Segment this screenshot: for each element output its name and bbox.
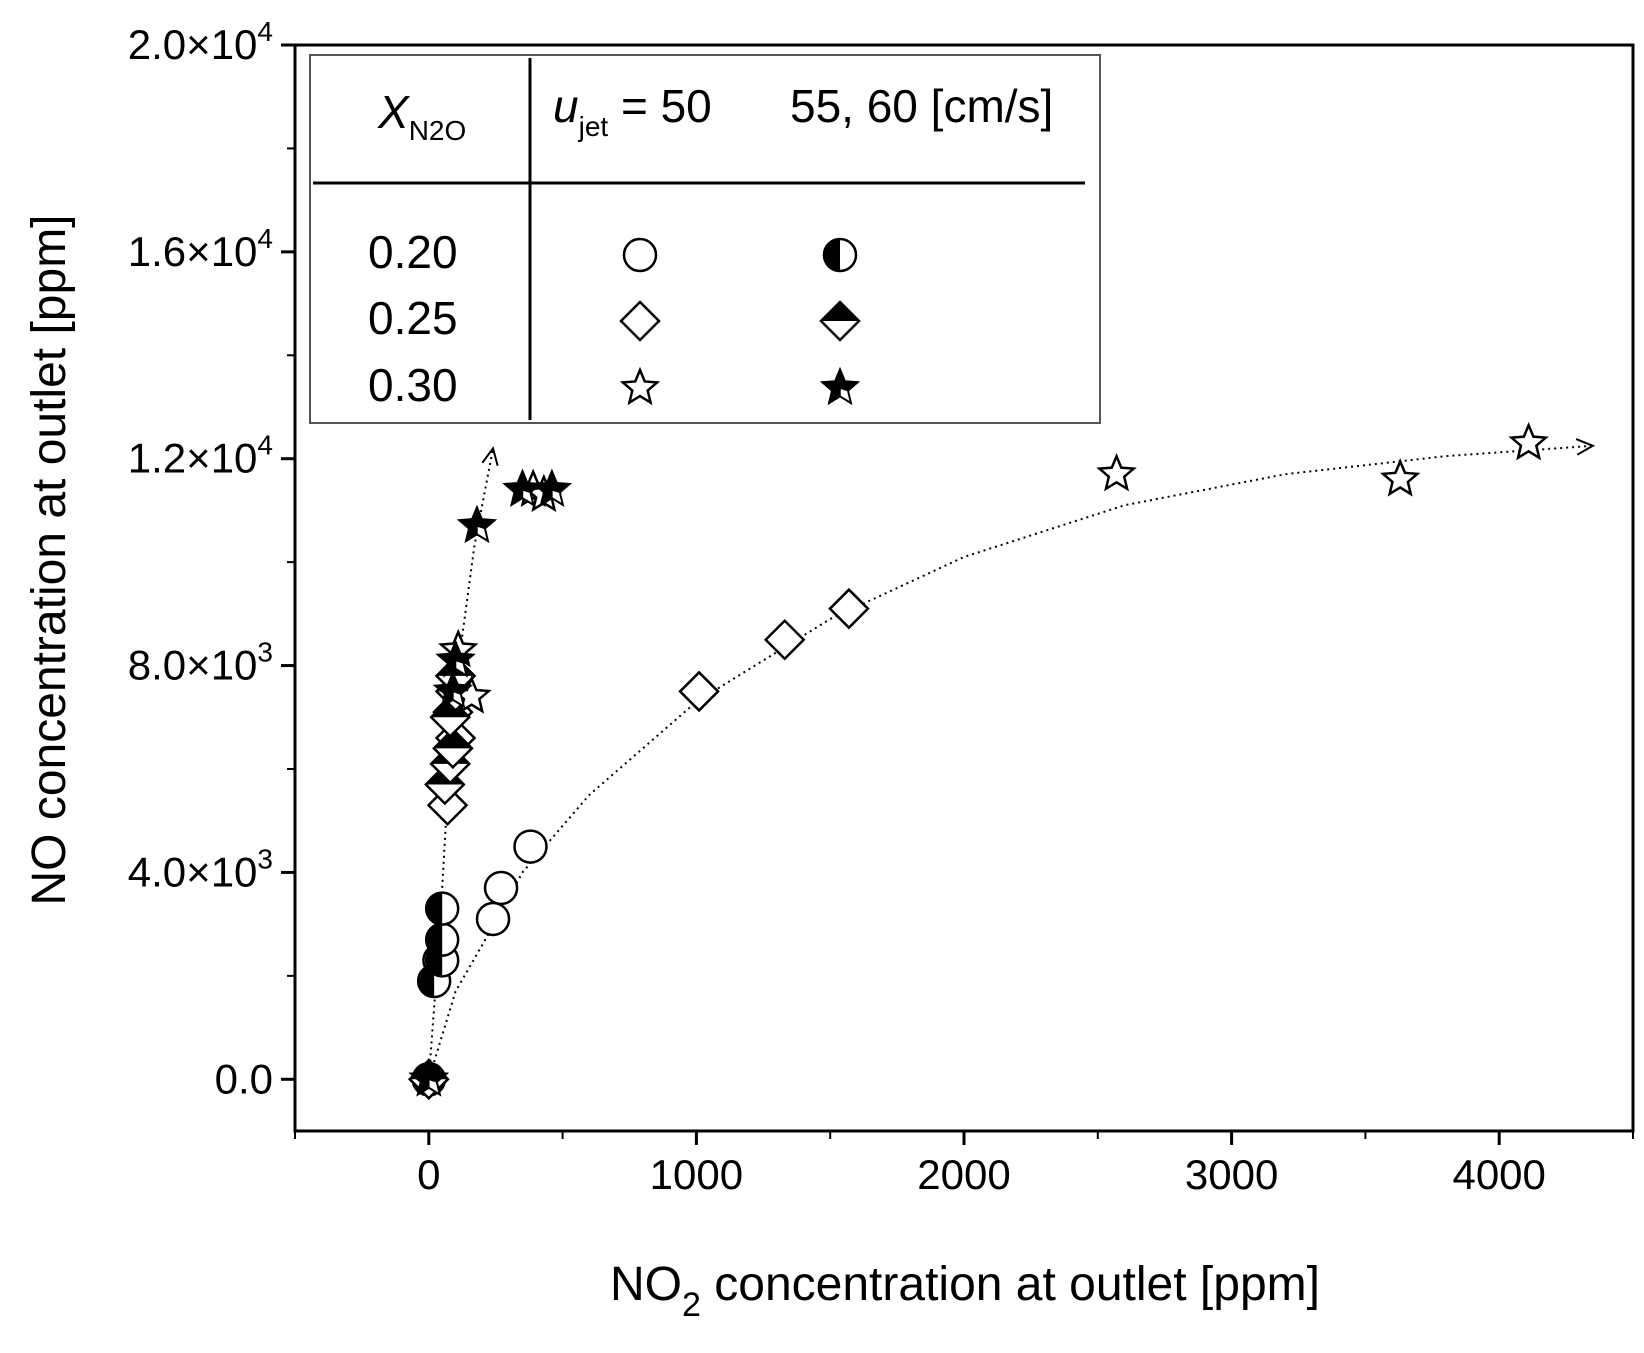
marker-fill <box>476 524 489 543</box>
marker-fill <box>839 386 852 405</box>
x-tick-label: 2000 <box>917 1151 1010 1198</box>
data-markers <box>408 421 1549 1101</box>
marker-fill <box>433 729 472 749</box>
data-point-star <box>1096 452 1137 492</box>
data-point-diamond <box>828 587 870 630</box>
marker-shape <box>619 300 661 342</box>
x-tick-label: 3000 <box>1185 1151 1278 1198</box>
data-point-star <box>1508 421 1549 461</box>
marker-fill <box>824 239 840 271</box>
axis-ticks: 0 1000 2000 3000 4000 0.0 4.0×103 8.0×103 1.2×10… <box>128 16 1634 1198</box>
y-tick-label: 1.6×104 <box>128 223 273 275</box>
y-tick-label: 4.0×103 <box>128 843 273 895</box>
legend-header-x: XN2O <box>377 86 466 146</box>
y-tick-label: 0.0 <box>215 1055 273 1102</box>
marker-shape <box>622 237 658 273</box>
x-tick-label: 0 <box>417 1151 440 1198</box>
legend-marker-open <box>619 300 661 342</box>
marker-shape <box>619 366 661 406</box>
data-point-star <box>456 504 498 544</box>
data-point-star <box>1379 458 1421 497</box>
marker-shape <box>1096 452 1137 492</box>
marker-fill <box>452 690 465 708</box>
data-point-circle <box>424 891 460 926</box>
legend-markers <box>619 237 861 406</box>
legend-row-label-020: 0.20 <box>368 226 458 278</box>
marker-shape <box>475 901 511 937</box>
marker-shape <box>678 670 720 713</box>
data-point-diamond <box>432 727 474 770</box>
marker-fill <box>426 892 443 925</box>
data-point-circle <box>483 870 519 906</box>
legend-marker-filled <box>819 366 861 406</box>
marker-fill <box>418 965 435 998</box>
data-point-star <box>531 468 573 507</box>
marker-shape <box>763 618 806 661</box>
legend-marker-open <box>619 366 661 406</box>
marker-shape <box>1379 458 1421 497</box>
y-tick-label: 8.0×103 <box>128 637 273 689</box>
marker-fill <box>821 302 859 321</box>
marker-shape <box>483 870 519 906</box>
legend-frame <box>309 54 1101 424</box>
data-point-star <box>435 639 476 678</box>
data-point-diamond <box>763 618 806 661</box>
data-point-star <box>408 1058 450 1097</box>
legend: XN2O ujet = 50 55, 60 [cm/s] 0.20 0.25 0… <box>309 54 1101 424</box>
data-point-circle <box>475 901 511 937</box>
legend-marker-filled <box>822 237 858 273</box>
marker-fill <box>426 923 443 956</box>
data-point-diamond <box>678 670 720 713</box>
marker-shape <box>513 829 548 864</box>
legend-header-ujet: ujet = 50 <box>553 80 712 142</box>
marker-shape <box>828 587 870 630</box>
y-axis-title: NO concentration at outlet [ppm] <box>23 214 76 905</box>
legend-row-label-025: 0.25 <box>368 292 458 344</box>
trend-arrowhead <box>1575 438 1596 456</box>
y-tick-label: 1.2×104 <box>128 430 273 482</box>
marker-fill <box>454 659 468 677</box>
data-point-star <box>432 670 474 709</box>
data-point-circle <box>424 922 460 957</box>
data-point-circle <box>513 829 548 864</box>
legend-row-label-030: 0.30 <box>368 359 458 411</box>
marker-fill <box>521 488 535 506</box>
legend-header-ujet-2: 55, 60 [cm/s] <box>790 80 1053 132</box>
legend-marker-filled <box>819 300 861 342</box>
y-tick-label: 2.0×104 <box>128 16 273 68</box>
x-tick-label: 1000 <box>650 1151 743 1198</box>
x-axis-title: NO2 concentration at outlet [ppm] <box>610 1258 1320 1324</box>
trend-arrowhead <box>481 446 499 467</box>
x-tick-label: 4000 <box>1452 1151 1545 1198</box>
marker-fill <box>428 1078 441 1096</box>
data-point-circle <box>416 963 452 999</box>
legend-marker-open <box>622 237 658 273</box>
marker-fill <box>551 488 564 506</box>
marker-shape <box>1508 421 1549 461</box>
